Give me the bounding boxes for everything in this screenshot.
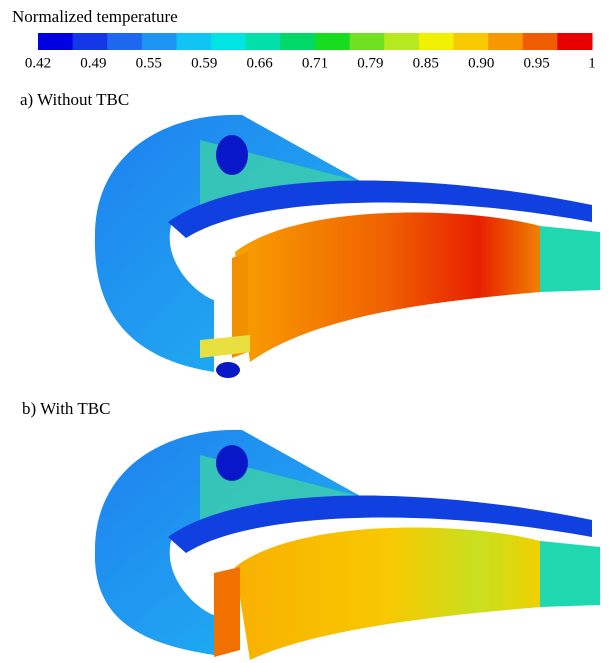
colorbar-segment bbox=[418, 33, 454, 50]
contour-plot bbox=[94, 429, 600, 660]
colorbar-segment bbox=[349, 33, 385, 50]
colorbar-title: Normalized temperature bbox=[12, 7, 178, 26]
colorbar-label: 0.42 bbox=[25, 55, 51, 71]
colorbar-labels: 0.42 0.49 0.55 0.59 0.66 0.71 0.79 0.85 0.90 0.95… bbox=[25, 55, 596, 71]
contour-plot bbox=[94, 114, 600, 378]
region bbox=[216, 362, 240, 378]
colorbar-segment bbox=[315, 33, 351, 50]
colorbar-segment bbox=[107, 33, 143, 50]
colorbar-segment bbox=[488, 33, 524, 50]
colorbar-segment bbox=[557, 33, 593, 50]
outlet bbox=[540, 541, 600, 607]
region bbox=[216, 135, 248, 175]
colorbar-segment bbox=[141, 33, 177, 50]
liner bbox=[235, 212, 540, 362]
liner bbox=[235, 527, 540, 660]
colorbar-segment bbox=[38, 33, 74, 50]
colorbar-label: 0.90 bbox=[468, 55, 494, 71]
colorbar-label: 0.95 bbox=[523, 55, 549, 71]
colorbar-segment bbox=[245, 33, 281, 50]
colorbar-segment bbox=[211, 33, 247, 50]
panel-label: b) With TBC bbox=[22, 399, 110, 418]
colorbar-label: 0.55 bbox=[136, 55, 162, 71]
panel-label: a) Without TBC bbox=[20, 90, 129, 109]
colorbar-label: 0.85 bbox=[413, 55, 439, 71]
colorbar-segment bbox=[453, 33, 489, 50]
colorbar-label: 0.66 bbox=[246, 55, 273, 71]
strip bbox=[214, 567, 240, 657]
colorbar bbox=[38, 33, 593, 50]
band bbox=[168, 495, 592, 553]
region bbox=[200, 335, 250, 358]
colorbar-label: 0.49 bbox=[80, 55, 106, 71]
outlet bbox=[540, 226, 600, 292]
band bbox=[168, 180, 592, 238]
colorbar-segment bbox=[522, 33, 558, 50]
colorbar-segment bbox=[384, 33, 420, 50]
colorbar-label: 1 bbox=[588, 55, 596, 71]
colorbar-label: 0.59 bbox=[191, 55, 217, 71]
colorbar-segment bbox=[72, 33, 108, 50]
region bbox=[216, 445, 248, 481]
strip bbox=[232, 252, 248, 358]
colorbar-label: 0.79 bbox=[357, 55, 383, 71]
colorbar-segment bbox=[280, 33, 316, 50]
colorbar-segment bbox=[176, 33, 212, 50]
colorbar-label: 0.71 bbox=[302, 55, 328, 71]
